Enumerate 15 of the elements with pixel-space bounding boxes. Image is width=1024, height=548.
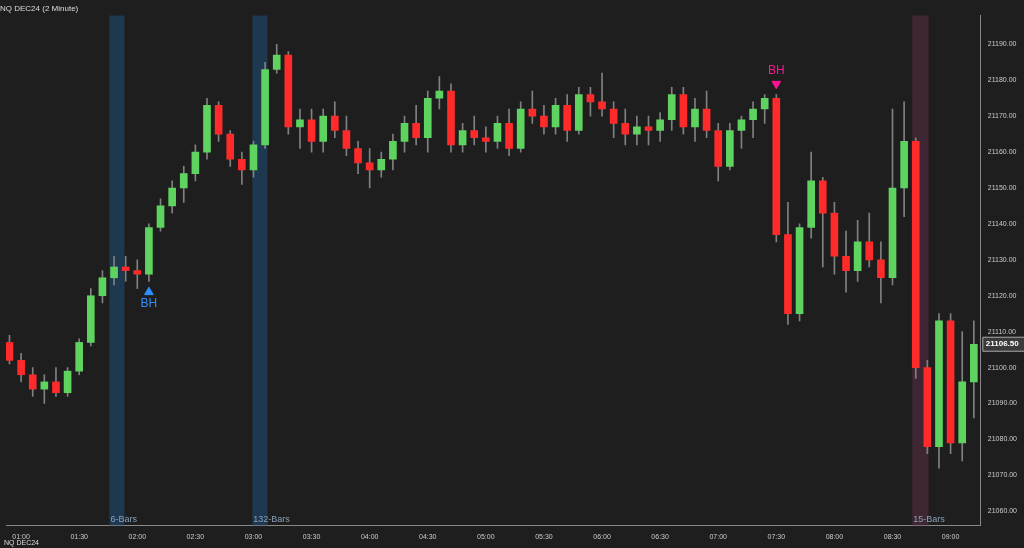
candlestick	[633, 115, 641, 146]
candlestick	[598, 72, 606, 117]
candlestick	[842, 230, 850, 293]
candlestick	[296, 108, 304, 149]
band-label: 132-Bars	[253, 513, 291, 524]
chart-title: NQ DEC24 (2 Minute)	[0, 4, 79, 13]
band-label: 6-Bars	[110, 513, 138, 524]
series-label: BH	[767, 63, 785, 78]
annotation: 21106.50	[985, 339, 1020, 349]
band-label: 15-Bars	[913, 513, 946, 524]
candlestick	[482, 126, 490, 153]
candlestick	[121, 255, 130, 282]
series-label: BH	[140, 296, 158, 311]
candlestick	[133, 259, 142, 289]
candlestick	[528, 90, 537, 124]
